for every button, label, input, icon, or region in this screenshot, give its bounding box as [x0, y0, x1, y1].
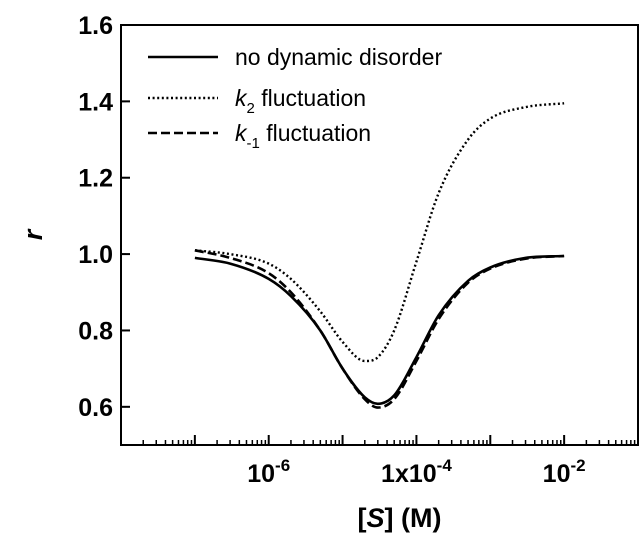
- y-tick-label: 1.4: [78, 88, 113, 116]
- series-line-1: [194, 254, 565, 406]
- plot-frame: [120, 24, 639, 446]
- y-tick-label: 1.6: [78, 12, 113, 40]
- y-tick-label: 0.8: [78, 317, 113, 345]
- y-tick-label: 0.6: [78, 394, 113, 422]
- series-group: [194, 102, 565, 409]
- x-tick-label: 1x10-4: [381, 456, 452, 488]
- legend-label-2: k2 fluctuation: [235, 85, 366, 117]
- series-line-3: [194, 249, 565, 409]
- x-tick-label: 10-6: [247, 456, 290, 488]
- legend-label-3: k-1 fluctuation: [235, 120, 371, 152]
- x-tick-label: 10-2: [543, 456, 586, 488]
- y-tick-label: 1.0: [78, 241, 113, 269]
- x-axis-title: [S] (M): [358, 503, 442, 533]
- series-line-2: [194, 102, 565, 363]
- axes: 0.6 0.8 1.0 1.2 1.4 1.6 10-6 1x10-4 10-2 [S] (M) r: [18, 12, 639, 533]
- y-axis-title: r: [18, 228, 48, 240]
- legend-label-1: no dynamic disorder: [235, 44, 442, 70]
- y-tick-label: 1.2: [78, 165, 113, 193]
